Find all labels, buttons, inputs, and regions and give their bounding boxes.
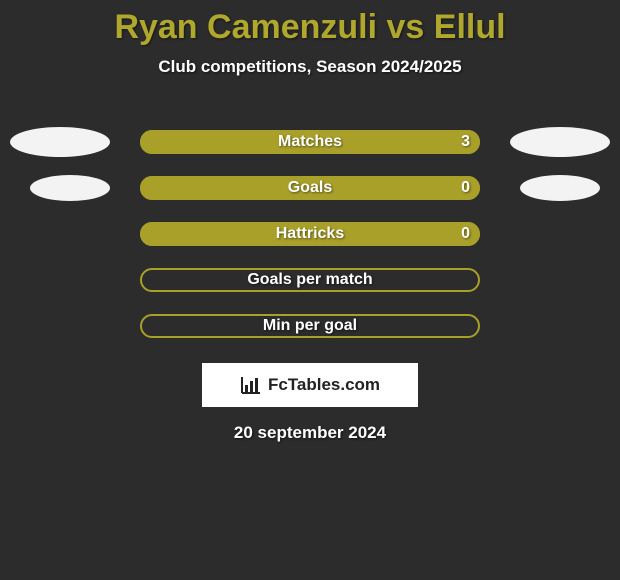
page-title: Ryan Camenzuli vs Ellul bbox=[0, 0, 620, 47]
stat-row-goals-per-match: Goals per match bbox=[0, 257, 620, 303]
stat-bar: Matches 3 bbox=[140, 130, 480, 154]
stat-label: Matches bbox=[140, 133, 480, 151]
stat-label: Goals per match bbox=[142, 271, 478, 289]
stat-row-hattricks: Hattricks 0 bbox=[0, 211, 620, 257]
player-left-ellipse bbox=[10, 127, 110, 157]
bar-chart-icon bbox=[240, 375, 262, 395]
brand-badge: FcTables.com bbox=[202, 363, 418, 407]
date-text: 20 september 2024 bbox=[0, 423, 620, 443]
comparison-bars: Matches 3 Goals 0 Hattricks 0 Goals per … bbox=[0, 119, 620, 349]
stat-bar: Hattricks 0 bbox=[140, 222, 480, 246]
stat-row-matches: Matches 3 bbox=[0, 119, 620, 165]
stat-value: 3 bbox=[461, 133, 470, 151]
player-left-ellipse bbox=[30, 175, 110, 201]
stat-row-goals: Goals 0 bbox=[0, 165, 620, 211]
stat-label: Goals bbox=[140, 179, 480, 197]
stat-value: 0 bbox=[461, 179, 470, 197]
stat-bar: Min per goal bbox=[140, 314, 480, 338]
player-right-ellipse bbox=[520, 175, 600, 201]
brand-text: FcTables.com bbox=[268, 375, 380, 395]
stat-value: 0 bbox=[461, 225, 470, 243]
stat-bar: Goals per match bbox=[140, 268, 480, 292]
stat-label: Min per goal bbox=[142, 317, 478, 335]
player-right-ellipse bbox=[510, 127, 610, 157]
stat-row-min-per-goal: Min per goal bbox=[0, 303, 620, 349]
stat-label: Hattricks bbox=[140, 225, 480, 243]
stat-bar: Goals 0 bbox=[140, 176, 480, 200]
page-subtitle: Club competitions, Season 2024/2025 bbox=[0, 57, 620, 77]
